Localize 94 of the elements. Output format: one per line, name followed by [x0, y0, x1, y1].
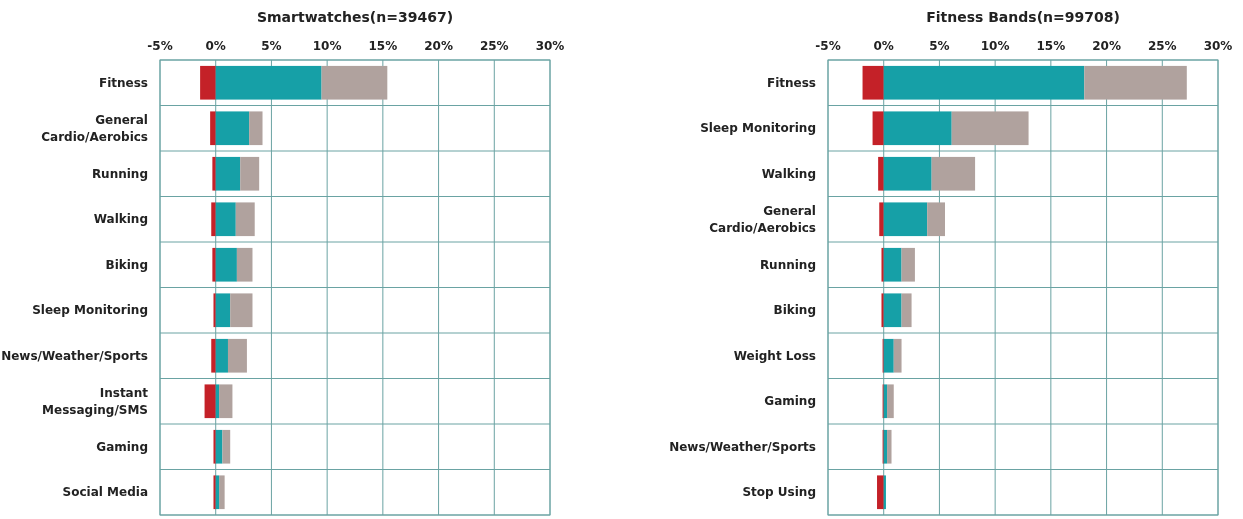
bar — [210, 111, 216, 146]
y-tick-label: Gaming — [96, 439, 148, 454]
bar — [236, 247, 253, 282]
bar — [249, 111, 263, 146]
bar — [901, 247, 915, 282]
bar — [219, 475, 225, 510]
x-tick-label: 30% — [1203, 39, 1233, 53]
bar — [222, 429, 231, 464]
y-tick-label: Stop Using — [742, 484, 816, 499]
bar — [883, 475, 886, 510]
bar — [951, 111, 1029, 146]
y-tick-label: Sleep Monitoring — [700, 120, 816, 135]
bar — [215, 475, 220, 510]
y-tick-label: Fitness — [98, 75, 148, 90]
bar — [887, 384, 894, 419]
bar — [212, 156, 216, 191]
x-tick-label: 0% — [205, 39, 226, 53]
x-tick-label: 15% — [368, 39, 398, 53]
bar — [927, 202, 945, 237]
bar — [240, 156, 260, 191]
bar — [879, 202, 884, 237]
bar — [215, 202, 236, 237]
bar — [219, 384, 233, 419]
bar — [235, 202, 255, 237]
x-tick-label: -5% — [147, 39, 173, 53]
bar — [215, 247, 237, 282]
x-tick-label: 5% — [929, 39, 950, 53]
bar — [215, 384, 220, 419]
y-tick-label: General Cardio/Aerobics — [41, 112, 148, 144]
bar — [1084, 65, 1187, 100]
bar — [883, 384, 888, 419]
bar — [215, 338, 228, 373]
bar — [881, 293, 884, 328]
chart-title: Fitness Bands(n=99708) — [926, 9, 1120, 25]
bar — [883, 65, 1085, 100]
bar — [211, 202, 216, 237]
chart-title: Smartwatches(n=39467) — [256, 9, 454, 25]
y-tick-label: Social Media — [62, 484, 148, 499]
x-tick-label: 0% — [873, 39, 894, 53]
x-tick-label: 20% — [424, 39, 453, 53]
bar — [211, 338, 216, 373]
x-tick-label: 10% — [980, 39, 1010, 53]
bar — [887, 429, 892, 464]
bar — [931, 156, 976, 191]
bar — [215, 111, 250, 146]
y-tick-label: News/Weather/Sports — [669, 439, 816, 454]
bar — [215, 429, 223, 464]
bar — [230, 293, 253, 328]
bar — [862, 65, 884, 100]
bar — [883, 338, 894, 373]
x-tick-label: 25% — [1147, 39, 1177, 53]
bar — [227, 338, 247, 373]
bar — [878, 156, 884, 191]
bar — [883, 111, 952, 146]
bar — [883, 247, 902, 282]
y-tick-label: Running — [759, 257, 816, 272]
x-tick-label: 5% — [261, 39, 282, 53]
bar — [883, 202, 928, 237]
y-tick-label: Walking — [93, 211, 148, 226]
bar — [901, 293, 912, 328]
y-tick-label: Instant Messaging/SMS — [42, 385, 149, 417]
bar — [883, 293, 902, 328]
bar — [204, 384, 216, 419]
bar — [200, 65, 216, 100]
bar — [215, 293, 231, 328]
bar — [212, 247, 216, 282]
bar — [883, 429, 888, 464]
bar — [213, 293, 216, 328]
y-tick-label: Biking — [773, 302, 816, 317]
x-tick-label: -5% — [815, 39, 841, 53]
x-tick-label: 15% — [1036, 39, 1066, 53]
bar — [321, 65, 388, 100]
bar — [872, 111, 884, 146]
bar — [215, 156, 241, 191]
y-tick-label: Gaming — [764, 393, 816, 408]
y-tick-label: Fitness — [766, 75, 816, 90]
x-tick-label: 30% — [535, 39, 565, 53]
y-tick-label: Walking — [761, 166, 816, 181]
bar — [215, 65, 322, 100]
y-tick-label: Biking — [105, 257, 148, 272]
bar — [213, 475, 216, 510]
y-tick-label: News/Weather/Sports — [1, 348, 148, 363]
x-tick-label: 20% — [1092, 39, 1121, 53]
bar — [881, 247, 884, 282]
bar — [877, 475, 884, 510]
y-tick-label: Sleep Monitoring — [32, 302, 148, 317]
x-tick-label: 10% — [312, 39, 342, 53]
y-tick-label: Weight Loss — [733, 348, 816, 363]
y-tick-label: General Cardio/Aerobics — [709, 203, 816, 235]
bar — [883, 156, 932, 191]
bar — [893, 338, 902, 373]
y-tick-label: Running — [91, 166, 148, 181]
bar — [213, 429, 216, 464]
x-tick-label: 25% — [479, 39, 509, 53]
